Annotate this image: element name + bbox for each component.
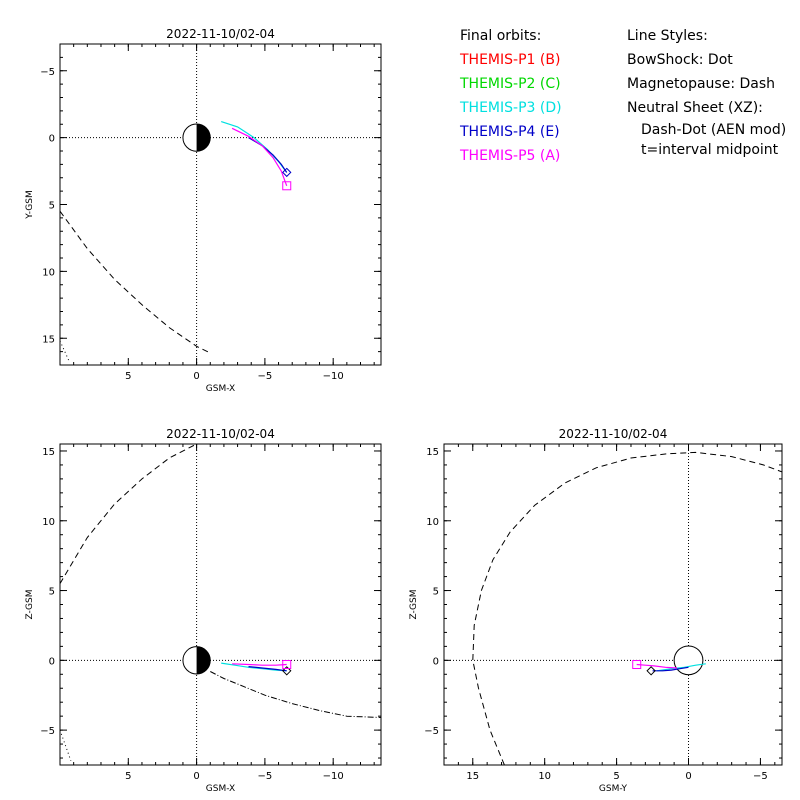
yz-ytick-label: −5 bbox=[424, 726, 439, 737]
xz-xtick-label: 5 bbox=[125, 771, 131, 782]
xz-endpoint-diamond bbox=[282, 666, 292, 676]
xy-xtick-label: −10 bbox=[323, 371, 344, 382]
style-neutral-sheet: Neutral Sheet (XZ): bbox=[627, 100, 763, 116]
yz-xtick-label: 15 bbox=[466, 771, 479, 782]
xz-plot-title: 2022-11-10/02-04 bbox=[166, 427, 275, 441]
xy-plot-frame bbox=[59, 43, 382, 366]
legend-entry-p1: THEMIS-P1 (B) bbox=[460, 52, 561, 68]
yz-y-axis-label: Z-GSM bbox=[409, 589, 419, 619]
xz-y-axis-label: Z-GSM bbox=[25, 589, 35, 619]
yz-orbit-4 bbox=[652, 666, 689, 672]
xy-magnetopause-curve bbox=[60, 210, 211, 354]
xy-endpoint-square bbox=[282, 181, 292, 191]
line-styles-title: Line Styles: bbox=[627, 28, 708, 44]
orbits-legend: Final orbits: THEMIS-P1 (B) THEMIS-P2 (C… bbox=[460, 24, 562, 168]
yz-orbit-3 bbox=[656, 663, 706, 672]
xz-orbit-4 bbox=[248, 666, 287, 672]
style-bowshock: BowShock: Dot bbox=[627, 52, 733, 68]
xz-earth-night-side bbox=[196, 646, 211, 674]
xy-ytick-label: 15 bbox=[42, 334, 55, 345]
yz-orbit-5 bbox=[636, 663, 678, 669]
xz-xtick-label: −10 bbox=[323, 771, 344, 782]
yz-ytick-label: 0 bbox=[433, 656, 439, 667]
yz-plot-frame bbox=[443, 443, 783, 766]
xy-endpoint-diamond bbox=[282, 167, 292, 178]
line-styles-legend: Line Styles: BowShock: Dot Magnetopause:… bbox=[627, 24, 786, 160]
yz-ytick-label: 5 bbox=[433, 587, 439, 598]
yz-ytick-label: 15 bbox=[426, 447, 439, 458]
yz-earth-circle bbox=[673, 645, 704, 676]
yz-magnetopause-curve bbox=[472, 451, 782, 765]
xy-ytick-label: 0 bbox=[49, 134, 55, 145]
xy-x-axis-label: GSM-X bbox=[206, 384, 235, 394]
xy-ytick-label: 5 bbox=[49, 201, 55, 212]
style-magnetopause: Magnetopause: Dash bbox=[627, 76, 776, 92]
legend-entry-p5: THEMIS-P5 (A) bbox=[460, 148, 561, 164]
legend-entry-p3: THEMIS-P3 (D) bbox=[460, 100, 562, 116]
xy-orbit-5 bbox=[231, 127, 288, 187]
legend-entry-p4: THEMIS-P4 (E) bbox=[460, 124, 560, 140]
xz-orbit-5 bbox=[232, 663, 287, 666]
legend-entry-p2: THEMIS-P2 (C) bbox=[460, 76, 561, 92]
xy-ytick-label: 10 bbox=[42, 267, 55, 278]
yz-plot-title: 2022-11-10/02-04 bbox=[559, 427, 668, 441]
style-midpoint-note: t=interval midpoint bbox=[641, 142, 779, 158]
xz-ytick-label: 15 bbox=[42, 447, 55, 458]
xz-neutral-sheet-curve bbox=[210, 671, 381, 718]
xz-ytick-label: −5 bbox=[40, 726, 55, 737]
xz-magnetopause-curve bbox=[60, 444, 197, 584]
xz-bowshock-curve bbox=[60, 729, 72, 761]
yz-xtick-label: 5 bbox=[613, 771, 619, 782]
xz-ytick-label: 5 bbox=[49, 587, 55, 598]
xy-y-axis-label: Y-GSM bbox=[25, 190, 35, 219]
yz-ytick-label: 10 bbox=[426, 517, 439, 528]
xz-x-axis-label: GSM-X bbox=[206, 784, 235, 794]
xy-xtick-label: −5 bbox=[258, 371, 273, 382]
style-neutral-sheet-detail: Dash-Dot (AEN mod) bbox=[641, 122, 787, 138]
xy-ytick-label: −5 bbox=[40, 67, 55, 78]
xy-plot-title: 2022-11-10/02-04 bbox=[166, 27, 275, 41]
xy-orbit-4 bbox=[248, 137, 288, 173]
xz-ytick-label: 10 bbox=[42, 517, 55, 528]
xz-xtick-label: 0 bbox=[193, 771, 199, 782]
yz-xtick-label: 0 bbox=[685, 771, 691, 782]
xz-plot-frame bbox=[59, 443, 382, 766]
xz-ytick-label: 0 bbox=[49, 656, 55, 667]
yz-xtick-label: 10 bbox=[538, 771, 551, 782]
orbits-legend-title: Final orbits: bbox=[460, 28, 542, 44]
yz-endpoint-square bbox=[632, 660, 642, 670]
xz-endpoint-square bbox=[282, 660, 292, 670]
xy-earth-night-side bbox=[196, 123, 211, 152]
xz-xtick-label: −5 bbox=[258, 771, 273, 782]
yz-endpoint-diamond bbox=[646, 666, 656, 676]
yz-x-axis-label: GSM-Y bbox=[599, 784, 628, 794]
xy-xtick-label: 0 bbox=[193, 371, 199, 382]
yz-xtick-label: −5 bbox=[753, 771, 768, 782]
xy-xtick-label: 5 bbox=[125, 371, 131, 382]
